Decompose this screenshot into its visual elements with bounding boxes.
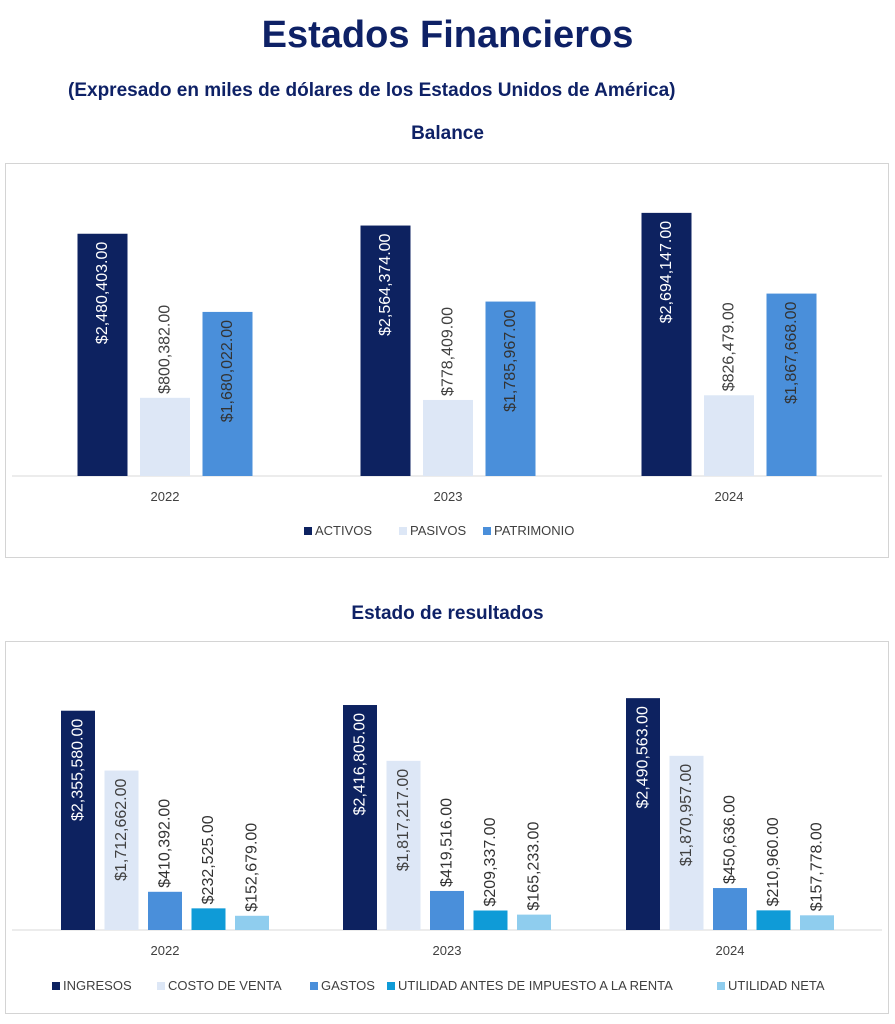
bar-ingresos-2022 xyxy=(61,710,95,930)
x-tick-label: 2023 xyxy=(433,943,462,958)
bar-gastos-2024 xyxy=(713,888,747,930)
x-tick-label: 2022 xyxy=(151,943,180,958)
data-label: $2,694,147.00 xyxy=(658,221,675,323)
data-label: $800,382.00 xyxy=(157,305,174,394)
x-tick-label: 2024 xyxy=(716,943,745,958)
data-label: $165,233.00 xyxy=(526,822,543,911)
bar-activos-2022 xyxy=(77,233,128,476)
data-label: $232,525.00 xyxy=(200,815,217,904)
data-label: $450,636.00 xyxy=(722,795,739,884)
bar-utilidad-antes-de-impuesto-a-la-renta-2022 xyxy=(191,908,226,930)
x-tick-label: 2023 xyxy=(434,489,463,504)
bar-gastos-2022 xyxy=(148,891,182,930)
bar-utilidad-antes-de-impuesto-a-la-renta-2024 xyxy=(756,910,791,930)
bar-ingresos-2023 xyxy=(343,705,377,930)
balance-chart-panel: $2,480,403.00 $800,382.00 $1,680,022.00 202… xyxy=(5,163,889,558)
data-label: $1,817,217.00 xyxy=(395,769,412,871)
legend-entry: COSTO DE VENTA xyxy=(168,978,282,993)
data-label: $2,355,580.00 xyxy=(70,719,87,821)
legend-swatch xyxy=(717,982,725,990)
x-tick-label: 2024 xyxy=(715,489,744,504)
bar-costo-de-venta-2024 xyxy=(669,755,704,930)
income-section-title: Estado de resultados xyxy=(351,603,544,624)
data-label: $1,867,668.00 xyxy=(783,301,800,403)
legend-entry: UTILIDAD NETA xyxy=(728,978,825,993)
legend-swatch xyxy=(304,527,312,535)
data-label: $157,778.00 xyxy=(809,822,826,911)
bar-costo-de-venta-2023 xyxy=(386,760,421,930)
bar-gastos-2023 xyxy=(430,890,464,930)
bar-utilidad-antes-de-impuesto-a-la-renta-2023 xyxy=(473,910,508,930)
legend-swatch xyxy=(387,982,395,990)
bar-activos-2023 xyxy=(360,225,411,476)
bar-pasivos-2023 xyxy=(423,399,473,476)
bar-costo-de-venta-2022 xyxy=(104,770,139,930)
legend-entry: PATRIMONIO xyxy=(494,523,574,538)
income-chart-panel: $2,355,580.00 $1,712,662.00 $410,392.00 $23… xyxy=(5,641,889,1014)
bar-utilidad-neta-2023 xyxy=(517,914,551,930)
page-title: Estados Financieros xyxy=(261,14,634,56)
legend-swatch xyxy=(483,527,491,535)
bar-ingresos-2024 xyxy=(626,698,660,930)
data-label: $210,960.00 xyxy=(765,817,782,906)
bar-pasivos-2022 xyxy=(140,397,190,476)
data-label: $1,712,662.00 xyxy=(113,778,130,880)
data-label: $419,516.00 xyxy=(439,798,456,887)
bar-patrimonio-2024 xyxy=(766,293,817,476)
data-label: $1,680,022.00 xyxy=(219,320,236,422)
data-label: $2,480,403.00 xyxy=(94,242,111,344)
data-label: $2,490,563.00 xyxy=(635,706,652,808)
data-label: $2,416,805.00 xyxy=(352,713,369,815)
legend-entry: UTILIDAD ANTES DE IMPUESTO A LA RENTA xyxy=(398,978,673,993)
data-label: $2,564,374.00 xyxy=(377,233,394,335)
page-subtitle: (Expresado en miles de dólares de los Es… xyxy=(68,80,676,101)
legend-entry: INGRESOS xyxy=(63,978,132,993)
legend-swatch xyxy=(157,982,165,990)
balance-section-title: Balance xyxy=(411,123,484,144)
data-label: $1,870,957.00 xyxy=(678,764,695,866)
legend-swatch xyxy=(399,527,407,535)
bar-activos-2024 xyxy=(641,212,692,476)
data-label: $152,679.00 xyxy=(244,823,261,912)
bar-patrimonio-2023 xyxy=(485,301,536,476)
data-label: $209,337.00 xyxy=(482,817,499,906)
legend-swatch xyxy=(52,982,60,990)
data-label: $1,785,967.00 xyxy=(502,309,519,411)
legend-entry: ACTIVOS xyxy=(315,523,372,538)
bar-utilidad-neta-2024 xyxy=(800,915,834,930)
bar-utilidad-neta-2022 xyxy=(235,915,269,930)
legend-entry: GASTOS xyxy=(321,978,375,993)
balance-chart: $2,480,403.00 $800,382.00 $1,680,022.00 202… xyxy=(12,212,882,538)
income-statement-chart: $2,355,580.00 $1,712,662.00 $410,392.00 $23… xyxy=(12,698,882,993)
legend-swatch xyxy=(310,982,318,990)
bar-patrimonio-2022 xyxy=(202,311,253,476)
x-tick-label: 2022 xyxy=(151,489,180,504)
data-label: $826,479.00 xyxy=(721,302,738,391)
legend-entry: PASIVOS xyxy=(410,523,466,538)
data-label: $778,409.00 xyxy=(440,307,457,396)
bar-pasivos-2024 xyxy=(704,395,754,476)
data-label: $410,392.00 xyxy=(157,799,174,888)
